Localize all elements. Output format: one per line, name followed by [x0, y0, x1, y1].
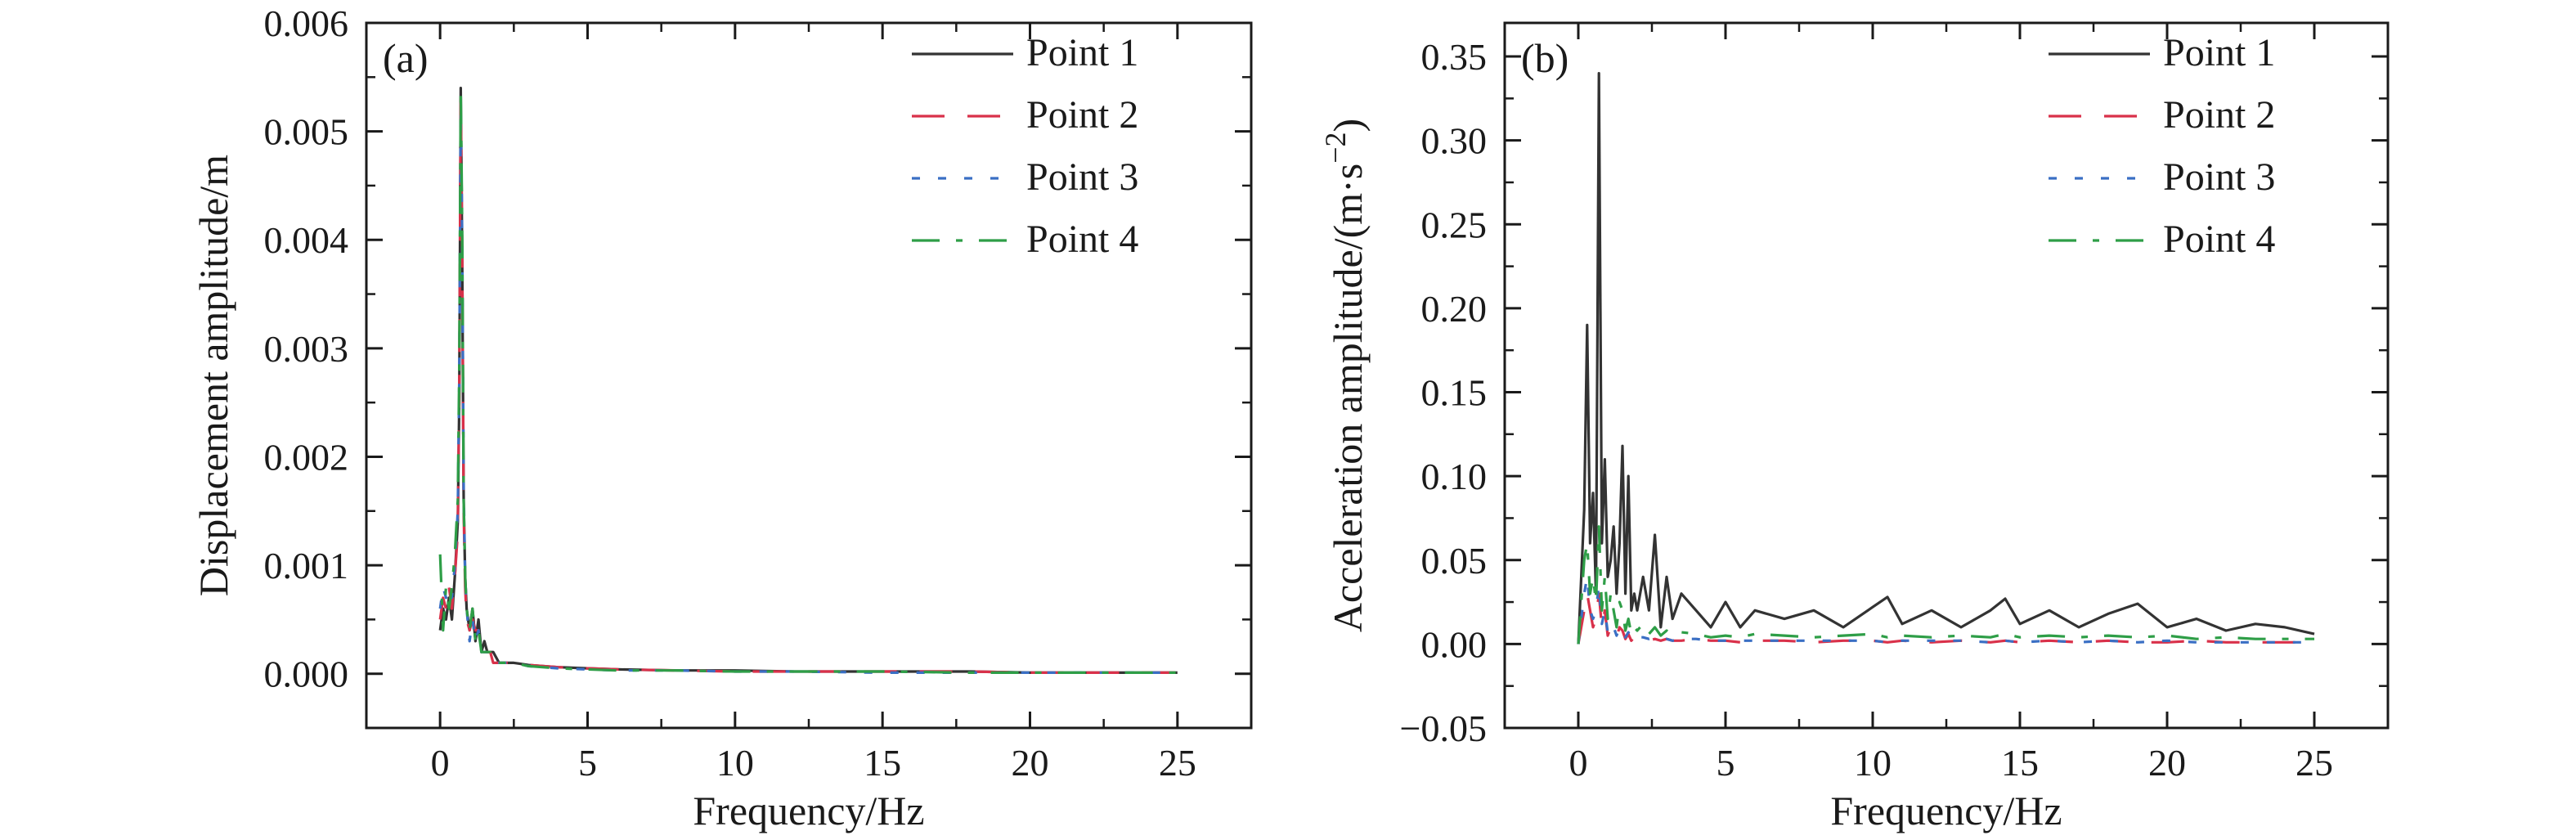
- y-tick-label: 0.15: [1421, 372, 1488, 414]
- x-tick-label: 15: [2001, 742, 2039, 784]
- y-tick-label: 0.000: [264, 654, 349, 695]
- y-tick-label: 0.25: [1421, 204, 1488, 245]
- legend-label-point-4: Point 4: [1026, 218, 1138, 261]
- legend-label-point-3: Point 3: [2163, 155, 2275, 199]
- y-tick-label: 0.003: [264, 328, 349, 370]
- panel-a: 0 5 10 15 20 25 0.000 0.001 0.002 0.003 0.004 0.005…: [191, 2, 1253, 833]
- y-tick-label: 0.002: [264, 436, 349, 478]
- x-tick-label: 20: [2148, 742, 2186, 784]
- series-line-point-1: [1577, 71, 2315, 645]
- x-tick-label: 25: [1159, 742, 1196, 784]
- x-tick-label: 15: [864, 742, 901, 784]
- y-tick-label: 0.35: [1421, 36, 1488, 78]
- y-axis-title: Displacement amplitude/m: [191, 155, 236, 596]
- legend-label-point-2: Point 2: [1026, 93, 1138, 137]
- legend: Point 1 Point 2 Point 3 Point 4: [2049, 31, 2275, 261]
- y-tick-label: 0.30: [1421, 120, 1488, 162]
- x-axis-title: Frequency/Hz: [693, 788, 924, 833]
- y-tick-label: 0.10: [1421, 456, 1488, 497]
- legend: Point 1 Point 2 Point 3 Point 4: [912, 31, 1138, 261]
- y-tick-label: 0.20: [1421, 288, 1488, 330]
- legend-label-point-1: Point 1: [1026, 31, 1138, 74]
- x-tick-label: 25: [2296, 742, 2333, 784]
- y-tick-label: 0.004: [264, 219, 349, 261]
- legend-label-point-3: Point 3: [1026, 155, 1138, 199]
- series-group: [1577, 71, 2315, 645]
- panel-label: (a): [383, 35, 429, 81]
- series-line-point-4: [1577, 525, 2314, 645]
- x-tick-label: 0: [431, 742, 450, 784]
- x-axis-title: Frequency/Hz: [1830, 788, 2062, 833]
- y-tick-label: 0.005: [264, 111, 349, 153]
- x-tick-label: 10: [1854, 742, 1892, 784]
- y-tick-label: 0.05: [1421, 540, 1488, 582]
- legend-label-point-1: Point 1: [2163, 31, 2275, 74]
- y-axis-title-text: Displacement amplitude/m: [191, 155, 236, 596]
- y-tick-label: 0.001: [264, 545, 349, 586]
- panel-label: (b): [1521, 35, 1568, 81]
- panel-b: 0 5 10 15 20 25 −0.05 0.00 0.05 0.10 0.15 0.20 0.25 0…: [1319, 21, 2390, 833]
- series-line-point-4: [438, 86, 1178, 675]
- x-tick-label: 10: [716, 742, 754, 784]
- legend-label-point-4: Point 4: [2163, 218, 2275, 261]
- y-axis-title-superscript: −2: [1319, 132, 1352, 163]
- y-axis-title-text: Acceleration amplitude/(m·s: [1325, 164, 1371, 632]
- series-line-point-3: [1577, 575, 2314, 645]
- y-axis-title: Acceleration amplitude/(m·s−2): [1319, 119, 1371, 632]
- x-tick-label: 5: [1717, 742, 1735, 784]
- x-tick-label: 20: [1012, 742, 1049, 784]
- x-tick-label: 5: [578, 742, 597, 784]
- y-tick-label: −0.05: [1400, 707, 1487, 749]
- y-tick-label: 0.006: [264, 2, 349, 44]
- y-tick-label: 0.00: [1421, 623, 1488, 665]
- y-axis-title-end: ): [1325, 119, 1371, 133]
- x-tick-label: 0: [1569, 742, 1588, 784]
- legend-label-point-2: Point 2: [2163, 93, 2275, 137]
- series-group: [438, 86, 1178, 675]
